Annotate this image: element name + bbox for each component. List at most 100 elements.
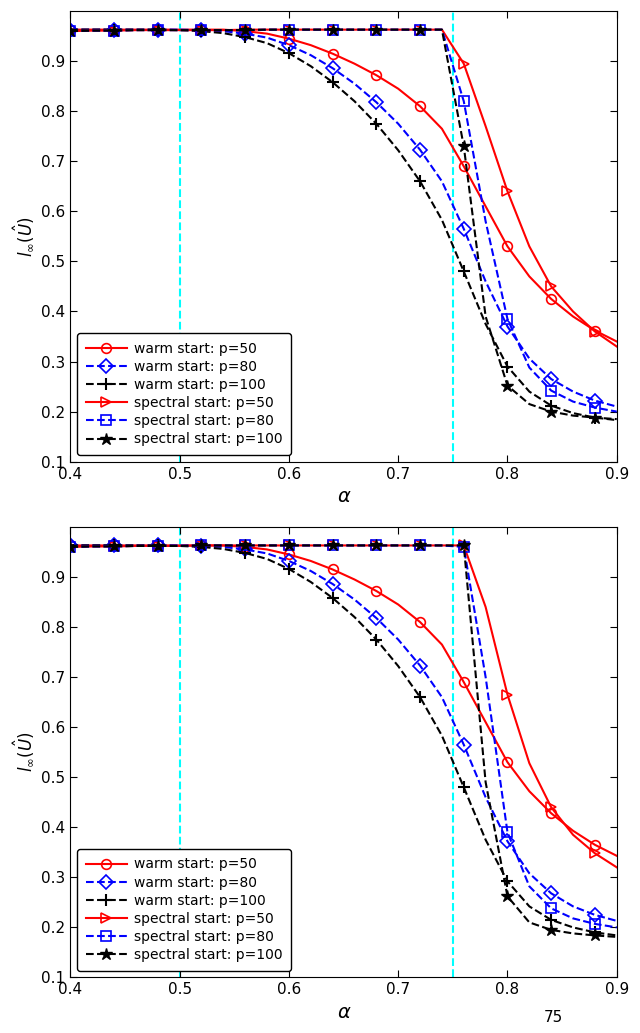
warm start: p=80: (0.5, 0.963): p=80: (0.5, 0.963): [176, 24, 184, 36]
warm start: p=50: (0.8, 0.53): p=50: (0.8, 0.53): [504, 756, 511, 769]
warm start: p=80: (0.62, 0.912): p=80: (0.62, 0.912): [307, 49, 315, 61]
spectral start: p=80: (0.9, 0.2): p=80: (0.9, 0.2): [613, 921, 621, 934]
spectral start: p=50: (0.52, 0.963): p=50: (0.52, 0.963): [198, 539, 205, 552]
warm start: p=50: (0.82, 0.47): p=50: (0.82, 0.47): [525, 271, 533, 283]
warm start: p=80: (0.56, 0.955): p=80: (0.56, 0.955): [241, 28, 249, 40]
spectral start: p=80: (0.88, 0.208): p=80: (0.88, 0.208): [591, 402, 599, 414]
warm start: p=50: (0.48, 0.963): p=50: (0.48, 0.963): [154, 539, 162, 552]
spectral start: p=50: (0.82, 0.528): p=50: (0.82, 0.528): [525, 757, 533, 770]
spectral start: p=80: (0.44, 0.961): p=80: (0.44, 0.961): [110, 540, 118, 553]
spectral start: p=50: (0.5, 0.962): p=50: (0.5, 0.962): [176, 539, 184, 552]
warm start: p=100: (0.84, 0.215): p=100: (0.84, 0.215): [547, 914, 555, 927]
warm start: p=100: (0.76, 0.48): p=100: (0.76, 0.48): [460, 265, 468, 278]
spectral start: p=100: (0.44, 0.961): p=100: (0.44, 0.961): [110, 540, 118, 553]
warm start: p=80: (0.82, 0.306): p=80: (0.82, 0.306): [525, 352, 533, 365]
spectral start: p=50: (0.64, 0.963): p=50: (0.64, 0.963): [329, 24, 337, 36]
spectral start: p=50: (0.6, 0.963): p=50: (0.6, 0.963): [285, 24, 292, 36]
warm start: p=50: (0.86, 0.393): p=50: (0.86, 0.393): [569, 824, 577, 837]
spectral start: p=80: (0.5, 0.962): p=80: (0.5, 0.962): [176, 24, 184, 36]
warm start: p=50: (0.88, 0.365): p=50: (0.88, 0.365): [591, 839, 599, 851]
warm start: p=50: (0.46, 0.963): p=50: (0.46, 0.963): [132, 24, 140, 36]
spectral start: p=50: (0.56, 0.963): p=50: (0.56, 0.963): [241, 539, 249, 552]
warm start: p=100: (0.66, 0.82): p=100: (0.66, 0.82): [351, 95, 358, 107]
spectral start: p=100: (0.66, 0.963): p=100: (0.66, 0.963): [351, 539, 358, 552]
spectral start: p=50: (0.72, 0.963): p=50: (0.72, 0.963): [416, 539, 424, 552]
spectral start: p=80: (0.66, 0.963): p=80: (0.66, 0.963): [351, 24, 358, 36]
spectral start: p=80: (0.8, 0.385): p=80: (0.8, 0.385): [504, 313, 511, 325]
Line: spectral start: p=50: spectral start: p=50: [65, 25, 621, 351]
warm start: p=80: (0.82, 0.308): p=80: (0.82, 0.308): [525, 867, 533, 879]
warm start: p=50: (0.56, 0.96): p=50: (0.56, 0.96): [241, 540, 249, 553]
spectral start: p=80: (0.46, 0.962): p=80: (0.46, 0.962): [132, 539, 140, 552]
warm start: p=100: (0.78, 0.375): p=100: (0.78, 0.375): [482, 318, 490, 331]
spectral start: p=100: (0.64, 0.963): p=100: (0.64, 0.963): [329, 539, 337, 552]
warm start: p=100: (0.88, 0.19): p=100: (0.88, 0.19): [591, 927, 599, 939]
warm start: p=80: (0.72, 0.723): p=80: (0.72, 0.723): [416, 659, 424, 671]
warm start: p=50: (0.52, 0.963): p=50: (0.52, 0.963): [198, 539, 205, 552]
warm start: p=80: (0.6, 0.932): p=80: (0.6, 0.932): [285, 39, 292, 52]
warm start: p=100: (0.48, 0.963): p=100: (0.48, 0.963): [154, 24, 162, 36]
spectral start: p=100: (0.52, 0.962): p=100: (0.52, 0.962): [198, 24, 205, 36]
warm start: p=80: (0.54, 0.96): p=80: (0.54, 0.96): [220, 25, 227, 37]
Line: spectral start: p=80: spectral start: p=80: [65, 25, 621, 416]
spectral start: p=100: (0.7, 0.963): p=100: (0.7, 0.963): [394, 539, 402, 552]
spectral start: p=80: (0.86, 0.22): p=80: (0.86, 0.22): [569, 396, 577, 408]
warm start: p=100: (0.84, 0.212): p=100: (0.84, 0.212): [547, 400, 555, 412]
warm start: p=50: (0.58, 0.955): p=50: (0.58, 0.955): [263, 543, 271, 556]
spectral start: p=50: (0.9, 0.32): p=50: (0.9, 0.32): [613, 862, 621, 874]
warm start: p=100: (0.6, 0.916): p=100: (0.6, 0.916): [285, 46, 292, 59]
spectral start: p=100: (0.9, 0.181): p=100: (0.9, 0.181): [613, 931, 621, 943]
spectral start: p=100: (0.74, 0.963): p=100: (0.74, 0.963): [438, 24, 445, 36]
spectral start: p=100: (0.68, 0.963): p=100: (0.68, 0.963): [372, 24, 380, 36]
warm start: p=100: (0.7, 0.722): p=100: (0.7, 0.722): [394, 660, 402, 672]
warm start: p=80: (0.84, 0.268): p=80: (0.84, 0.268): [547, 887, 555, 900]
warm start: p=50: (0.76, 0.69): p=50: (0.76, 0.69): [460, 160, 468, 173]
warm start: p=50: (0.86, 0.39): p=50: (0.86, 0.39): [569, 310, 577, 322]
spectral start: p=100: (0.7, 0.963): p=100: (0.7, 0.963): [394, 24, 402, 36]
spectral start: p=100: (0.44, 0.961): p=100: (0.44, 0.961): [110, 25, 118, 37]
spectral start: p=50: (0.76, 0.963): p=50: (0.76, 0.963): [460, 539, 468, 552]
spectral start: p=80: (0.52, 0.963): p=80: (0.52, 0.963): [198, 539, 205, 552]
spectral start: p=80: (0.62, 0.963): p=80: (0.62, 0.963): [307, 539, 315, 552]
warm start: p=80: (0.42, 0.963): p=80: (0.42, 0.963): [88, 539, 96, 552]
warm start: p=80: (0.6, 0.932): p=80: (0.6, 0.932): [285, 555, 292, 567]
warm start: p=100: (0.56, 0.948): p=100: (0.56, 0.948): [241, 31, 249, 43]
spectral start: p=50: (0.54, 0.962): p=50: (0.54, 0.962): [220, 24, 227, 36]
warm start: p=80: (0.56, 0.955): p=80: (0.56, 0.955): [241, 543, 249, 556]
warm start: p=80: (0.68, 0.818): p=80: (0.68, 0.818): [372, 96, 380, 108]
spectral start: p=100: (0.8, 0.262): p=100: (0.8, 0.262): [504, 890, 511, 903]
warm start: p=50: (0.78, 0.61): p=50: (0.78, 0.61): [482, 200, 490, 213]
warm start: p=50: (0.44, 0.963): p=50: (0.44, 0.963): [110, 539, 118, 552]
Line: spectral start: p=100: spectral start: p=100: [64, 539, 623, 943]
spectral start: p=100: (0.5, 0.962): p=100: (0.5, 0.962): [176, 24, 184, 36]
spectral start: p=80: (0.42, 0.961): p=80: (0.42, 0.961): [88, 540, 96, 553]
warm start: p=50: (0.4, 0.963): p=50: (0.4, 0.963): [67, 539, 74, 552]
Line: warm start: p=50: warm start: p=50: [65, 540, 621, 860]
spectral start: p=80: (0.48, 0.962): p=80: (0.48, 0.962): [154, 24, 162, 36]
spectral start: p=80: (0.7, 0.963): p=80: (0.7, 0.963): [394, 539, 402, 552]
spectral start: p=80: (0.78, 0.7): p=80: (0.78, 0.7): [482, 670, 490, 683]
warm start: p=100: (0.54, 0.956): p=100: (0.54, 0.956): [220, 542, 227, 555]
Line: warm start: p=100: warm start: p=100: [64, 24, 623, 427]
warm start: p=100: (0.68, 0.775): p=100: (0.68, 0.775): [372, 633, 380, 646]
warm start: p=100: (0.66, 0.82): p=100: (0.66, 0.82): [351, 611, 358, 623]
Line: warm start: p=100: warm start: p=100: [64, 539, 623, 942]
spectral start: p=50: (0.84, 0.45): p=50: (0.84, 0.45): [547, 280, 555, 292]
spectral start: p=50: (0.6, 0.963): p=50: (0.6, 0.963): [285, 539, 292, 552]
warm start: p=80: (0.4, 0.963): p=80: (0.4, 0.963): [67, 24, 74, 36]
spectral start: p=100: (0.78, 0.49): p=100: (0.78, 0.49): [482, 776, 490, 788]
warm start: p=50: (0.5, 0.963): p=50: (0.5, 0.963): [176, 539, 184, 552]
spectral start: p=100: (0.6, 0.963): p=100: (0.6, 0.963): [285, 24, 292, 36]
spectral start: p=50: (0.88, 0.36): p=50: (0.88, 0.36): [591, 325, 599, 338]
spectral start: p=50: (0.7, 0.963): p=50: (0.7, 0.963): [394, 24, 402, 36]
warm start: p=100: (0.46, 0.963): p=100: (0.46, 0.963): [132, 539, 140, 552]
spectral start: p=80: (0.68, 0.963): p=80: (0.68, 0.963): [372, 24, 380, 36]
spectral start: p=80: (0.48, 0.962): p=80: (0.48, 0.962): [154, 539, 162, 552]
warm start: p=80: (0.5, 0.963): p=80: (0.5, 0.963): [176, 539, 184, 552]
spectral start: p=50: (0.66, 0.963): p=50: (0.66, 0.963): [351, 24, 358, 36]
spectral start: p=100: (0.76, 0.73): p=100: (0.76, 0.73): [460, 140, 468, 153]
warm start: p=100: (0.52, 0.96): p=100: (0.52, 0.96): [198, 540, 205, 553]
spectral start: p=100: (0.56, 0.962): p=100: (0.56, 0.962): [241, 24, 249, 36]
warm start: p=50: (0.9, 0.34): p=50: (0.9, 0.34): [613, 336, 621, 348]
spectral start: p=50: (0.64, 0.963): p=50: (0.64, 0.963): [329, 539, 337, 552]
